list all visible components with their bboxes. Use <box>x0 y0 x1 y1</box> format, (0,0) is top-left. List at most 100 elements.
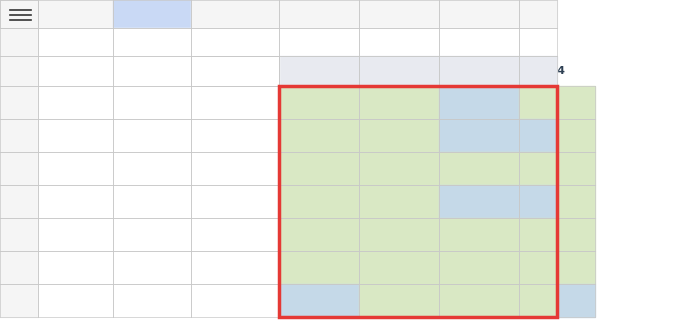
Text: Expense: Expense <box>42 66 93 76</box>
Text: ▼: ▼ <box>427 197 432 206</box>
Text: ▼: ▼ <box>427 131 432 140</box>
Text: No: No <box>448 129 466 142</box>
Text: Yes: Yes <box>528 162 550 175</box>
Text: ▼: ▼ <box>427 230 432 239</box>
Text: ▼: ▼ <box>347 263 352 272</box>
Text: Person 2: Person 2 <box>372 66 427 76</box>
Text: Yes: Yes <box>448 261 470 274</box>
Text: Yes: Yes <box>448 228 470 241</box>
Text: ▼: ▼ <box>544 296 551 305</box>
Text: ▼: ▼ <box>347 131 352 140</box>
Text: ▼: ▼ <box>544 263 551 272</box>
Text: Boating: Boating <box>42 296 84 306</box>
Text: Yes: Yes <box>367 228 390 241</box>
Text: 2: 2 <box>16 37 22 47</box>
Text: Car Wash: Car Wash <box>42 263 94 273</box>
Text: N: N <box>560 129 569 142</box>
Text: 3: 3 <box>16 66 22 76</box>
Text: ▼: ▼ <box>427 98 432 107</box>
Text: Person 3: Person 3 <box>116 196 164 206</box>
Text: Yes: Yes <box>287 96 310 109</box>
Text: Person 1: Person 1 <box>116 230 164 239</box>
Text: Yes: Yes <box>528 294 550 307</box>
Text: No: No <box>448 195 466 208</box>
Text: Yes: Yes <box>367 162 390 175</box>
Text: Person 2: Person 2 <box>116 131 165 141</box>
Text: ▼: ▼ <box>507 164 512 173</box>
Text: ▼: ▼ <box>427 263 432 272</box>
Text: 8: 8 <box>16 230 22 239</box>
Text: N: N <box>560 261 569 274</box>
Text: Person 4: Person 4 <box>510 66 565 76</box>
Text: ▼: ▼ <box>427 296 432 305</box>
Text: N: N <box>560 228 569 241</box>
Text: Tea: Tea <box>42 98 60 108</box>
Text: Lunch: Lunch <box>42 196 75 206</box>
Text: 275: 275 <box>254 230 276 239</box>
Text: Person 4: Person 4 <box>116 296 165 306</box>
Text: Yes: Yes <box>367 96 390 109</box>
Text: ▼: ▼ <box>507 230 512 239</box>
Text: ▼: ▼ <box>507 131 512 140</box>
Text: Person 1: Person 1 <box>116 263 164 273</box>
Text: Yes: Yes <box>287 129 310 142</box>
Text: 4: 4 <box>16 98 22 108</box>
Text: Beneficiaries: Beneficiaries <box>372 36 464 48</box>
Text: N: N <box>560 162 569 175</box>
Text: 1: 1 <box>16 9 22 19</box>
Text: F: F <box>476 9 482 19</box>
Text: ▼: ▼ <box>507 98 512 107</box>
Text: 6: 6 <box>16 163 22 173</box>
Text: 10: 10 <box>13 296 26 306</box>
Text: Person 1: Person 1 <box>116 163 164 173</box>
Text: Amount Paid: Amount Paid <box>194 66 274 76</box>
Text: Yes: Yes <box>367 129 390 142</box>
Text: 7: 7 <box>16 196 22 206</box>
Text: C: C <box>231 9 239 19</box>
Text: E: E <box>395 9 402 19</box>
Text: ▼: ▼ <box>347 296 352 305</box>
Text: Yes: Yes <box>448 162 470 175</box>
Text: 5: 5 <box>16 131 22 141</box>
Text: 100: 100 <box>255 263 276 273</box>
Text: Coffee: Coffee <box>42 131 78 141</box>
Text: Yes: Yes <box>528 261 550 274</box>
Text: ▼: ▼ <box>544 98 551 107</box>
Text: No: No <box>528 129 546 142</box>
Text: N: N <box>560 195 569 208</box>
Text: Person 1: Person 1 <box>292 66 347 76</box>
Text: N: N <box>560 96 569 109</box>
Text: ▼: ▼ <box>507 263 512 272</box>
Text: 1000: 1000 <box>248 163 276 173</box>
Text: Fuel: Fuel <box>42 163 64 173</box>
Text: ▼: ▼ <box>507 296 512 305</box>
Text: No: No <box>528 195 546 208</box>
Text: Yes: Yes <box>528 228 550 241</box>
Text: Yes: Yes <box>287 228 310 241</box>
Text: 100: 100 <box>255 131 276 141</box>
Text: Person 3: Person 3 <box>452 66 507 76</box>
Text: 500: 500 <box>255 296 276 306</box>
Text: B: B <box>148 9 156 19</box>
Text: ▼: ▼ <box>544 197 551 206</box>
Text: Yes: Yes <box>367 261 390 274</box>
Text: Yes: Yes <box>367 195 390 208</box>
Text: 9: 9 <box>16 263 22 273</box>
Text: A: A <box>72 9 79 19</box>
Text: 300: 300 <box>255 196 276 206</box>
Text: Dinner: Dinner <box>42 230 79 239</box>
Text: 100: 100 <box>255 98 276 108</box>
Text: ▼: ▼ <box>347 164 352 173</box>
Text: ▼: ▼ <box>507 197 512 206</box>
Text: D: D <box>315 9 323 19</box>
Text: G: G <box>534 9 542 19</box>
Text: Paid By: Paid By <box>116 66 163 76</box>
Text: No: No <box>448 96 466 109</box>
Text: Yes: Yes <box>367 294 390 307</box>
Text: No: No <box>287 294 306 307</box>
Text: ▼: ▼ <box>347 98 352 107</box>
Text: Yes: Yes <box>528 96 550 109</box>
Text: ▼: ▼ <box>347 197 352 206</box>
Text: N: N <box>560 294 569 307</box>
Text: ▼: ▼ <box>544 131 551 140</box>
